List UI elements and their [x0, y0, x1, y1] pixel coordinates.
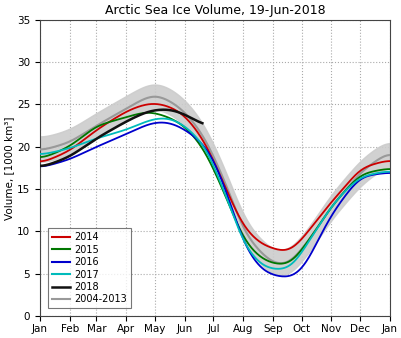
Y-axis label: Volume, [1000 km³]: Volume, [1000 km³] — [4, 116, 14, 220]
Text: DMI: DMI — [355, 54, 372, 63]
Title: Arctic Sea Ice Volume, 19-Jun-2018: Arctic Sea Ice Volume, 19-Jun-2018 — [104, 4, 324, 17]
Legend: 2014, 2015, 2016, 2017, 2018, 2004-2013: 2014, 2015, 2016, 2017, 2018, 2004-2013 — [48, 228, 131, 308]
